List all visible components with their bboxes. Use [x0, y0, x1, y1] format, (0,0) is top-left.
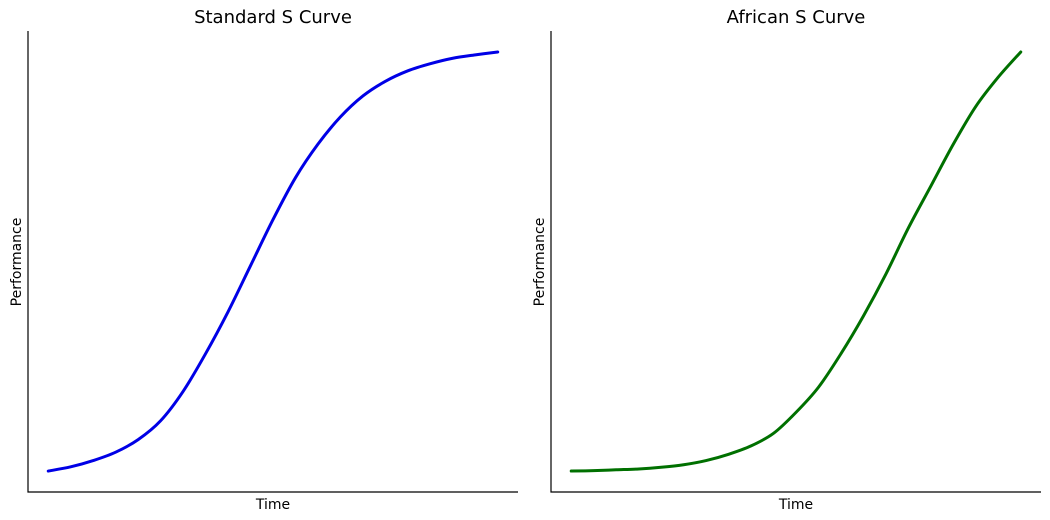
series-line-african	[569, 50, 1023, 473]
y-axis-label: Performance	[9, 218, 25, 307]
series-line-standard	[46, 50, 500, 473]
axis-spines	[550, 31, 1041, 493]
axis-spines	[27, 31, 518, 493]
chart-title: Standard S Curve	[194, 7, 352, 28]
x-axis-label: Time	[778, 497, 813, 513]
african-s-curve-panel: African S Curve Time Performance	[532, 7, 1041, 513]
chart-title: African S Curve	[727, 7, 866, 28]
standard-s-curve-panel: Standard S Curve Time Performance	[9, 7, 518, 513]
y-axis-label: Performance	[532, 218, 548, 307]
x-axis-label: Time	[255, 497, 290, 513]
